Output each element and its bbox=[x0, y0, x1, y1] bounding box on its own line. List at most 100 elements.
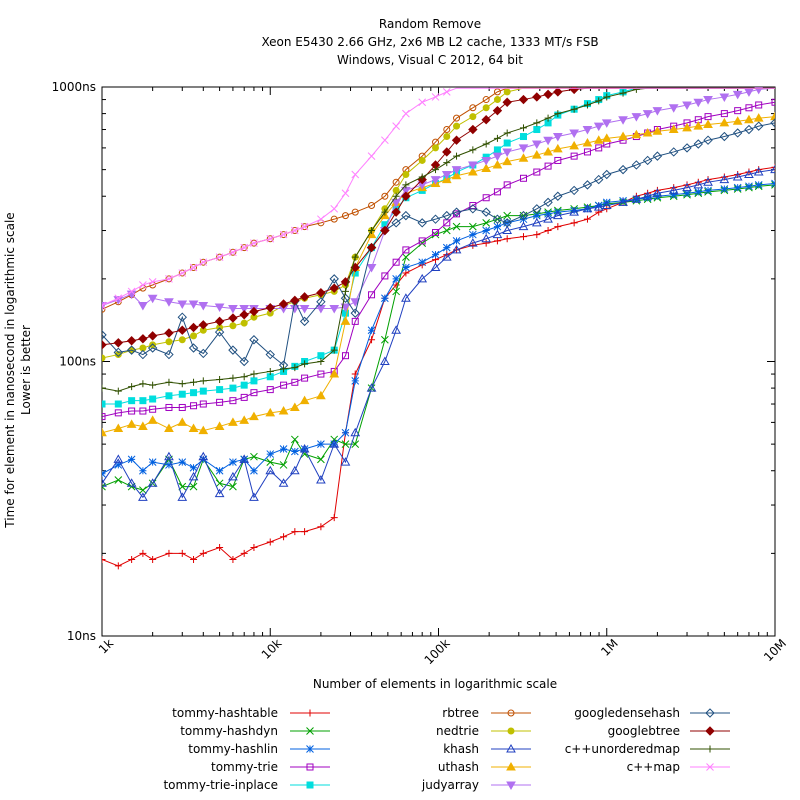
data-point-tommy-trie bbox=[533, 168, 541, 176]
data-point-googledensehash bbox=[582, 180, 593, 190]
legend-item-tommy-hashlin: tommy-hashlin bbox=[188, 742, 330, 756]
data-point-googlebtree bbox=[164, 328, 174, 338]
data-point-cppunorderedmap bbox=[554, 110, 562, 118]
data-point-khash bbox=[188, 471, 199, 481]
data-point-judyarray bbox=[642, 110, 653, 119]
data-point-nedtrie bbox=[229, 322, 237, 330]
data-point-tommy-hashdyn bbox=[771, 181, 775, 189]
data-point-googlebtree bbox=[543, 89, 553, 100]
legend-item-cppmap: c++map bbox=[627, 760, 730, 774]
data-point-uthash bbox=[278, 406, 289, 415]
data-point-tommy-hashdyn bbox=[279, 461, 288, 469]
data-point-judyarray bbox=[552, 133, 563, 142]
data-point-khash bbox=[441, 252, 452, 261]
data-point-tommy-hashdyn bbox=[503, 211, 512, 220]
data-point-rbtree bbox=[190, 264, 198, 272]
data-point-rbtree bbox=[341, 212, 349, 220]
data-point-cppmap bbox=[341, 189, 350, 198]
series-khash bbox=[102, 164, 775, 501]
data-point-uthash bbox=[177, 417, 188, 426]
data-point-tommy-hashdyn bbox=[114, 476, 123, 484]
data-point-judyarray bbox=[228, 304, 238, 314]
data-point-uthash bbox=[492, 159, 503, 169]
data-point-googledensehash bbox=[265, 349, 275, 360]
data-point-tommy-trie bbox=[190, 402, 198, 410]
data-point-tommy-hashlin bbox=[754, 181, 763, 189]
data-point-uthash bbox=[682, 122, 692, 132]
data-point-rbtree bbox=[469, 104, 477, 112]
legend-item-tommy-trie: tommy-trie bbox=[211, 760, 330, 774]
data-point-cppunorderedmap bbox=[330, 346, 338, 354]
data-point-tommy-trie-inplace bbox=[102, 400, 106, 408]
data-point-tommy-hashlin bbox=[468, 230, 477, 239]
data-point-cppunorderedmap bbox=[632, 87, 640, 93]
data-point-cppunorderedmap bbox=[128, 383, 136, 391]
data-point-tommy-trie-inplace bbox=[240, 381, 248, 389]
data-point-judyarray bbox=[430, 176, 441, 185]
data-point-cppunorderedmap bbox=[250, 370, 258, 378]
data-point-googledensehash bbox=[682, 143, 692, 153]
legend-item-nedtrie: nedtrie bbox=[436, 724, 531, 738]
data-point-rbtree bbox=[240, 244, 248, 252]
data-point-cppmap bbox=[330, 204, 339, 213]
data-point-tommy-hashtable bbox=[165, 549, 173, 557]
data-point-uthash bbox=[467, 167, 478, 176]
data-point-uthash bbox=[147, 415, 158, 424]
data-point-uthash bbox=[138, 421, 148, 430]
data-point-judyarray bbox=[732, 90, 743, 100]
data-point-tommy-hashlin bbox=[127, 455, 136, 464]
data-point-tommy-trie bbox=[139, 407, 147, 415]
data-point-tommy-trie bbox=[544, 162, 552, 170]
data-point-uthash bbox=[239, 415, 250, 424]
data-point-googledensehash bbox=[177, 312, 187, 322]
data-point-uthash bbox=[770, 111, 775, 121]
data-point-tommy-hashtable bbox=[482, 239, 490, 247]
data-point-cppunorderedmap bbox=[595, 97, 603, 105]
data-point-googlebtree bbox=[468, 124, 478, 135]
data-point-tommy-hashlin bbox=[482, 226, 491, 235]
data-point-uthash bbox=[569, 140, 580, 150]
data-point-judyarray bbox=[703, 96, 713, 105]
data-point-rbtree bbox=[392, 178, 400, 186]
data-point-judyarray bbox=[668, 104, 679, 113]
data-point-cppunorderedmap bbox=[301, 360, 309, 368]
data-point-tommy-trie bbox=[199, 400, 207, 408]
data-point-cppmap bbox=[418, 98, 427, 107]
data-point-uthash bbox=[102, 427, 107, 437]
data-point-judyarray bbox=[601, 119, 612, 128]
data-point-googlebtree bbox=[518, 94, 529, 105]
data-point-tommy-hashlin bbox=[250, 466, 258, 475]
data-point-tommy-hashtable bbox=[178, 549, 186, 557]
data-point-tommy-hashlin bbox=[392, 275, 400, 283]
data-point-judyarray bbox=[569, 129, 580, 138]
data-point-cppmap bbox=[199, 258, 208, 267]
data-point-googlebtree bbox=[138, 334, 148, 344]
data-point-judyarray bbox=[214, 303, 225, 312]
series-tommy-hashtable bbox=[102, 163, 775, 570]
data-point-khash bbox=[552, 210, 563, 220]
data-point-khash bbox=[569, 207, 580, 216]
data-point-tommy-trie bbox=[392, 258, 400, 266]
data-point-tommy-trie bbox=[149, 405, 157, 413]
data-point-khash bbox=[618, 197, 628, 206]
data-point-tommy-hashdyn bbox=[341, 440, 350, 448]
data-point-tommy-hashlin bbox=[704, 186, 712, 195]
data-point-khash bbox=[316, 475, 326, 484]
data-point-cppunorderedmap bbox=[493, 134, 501, 142]
data-point-tommy-hashtable bbox=[280, 533, 288, 541]
legend-label: judyarray bbox=[421, 778, 479, 792]
data-point-tommy-trie bbox=[453, 210, 461, 218]
data-point-rbtree bbox=[368, 202, 376, 210]
data-point-tommy-trie bbox=[341, 352, 349, 360]
data-point-khash bbox=[531, 217, 542, 227]
data-point-googlebtree bbox=[198, 320, 209, 330]
data-point-tommy-hashlin bbox=[669, 190, 678, 199]
data-point-cppmap bbox=[215, 253, 224, 261]
data-point-googlebtree bbox=[278, 299, 289, 309]
data-point-googledensehash bbox=[543, 197, 553, 208]
data-point-cppunorderedmap bbox=[139, 380, 147, 388]
data-point-googlebtree bbox=[442, 147, 452, 157]
data-point-cppunorderedmap bbox=[114, 387, 122, 395]
data-point-cppmap bbox=[127, 287, 136, 296]
data-point-nedtrie bbox=[482, 104, 490, 112]
